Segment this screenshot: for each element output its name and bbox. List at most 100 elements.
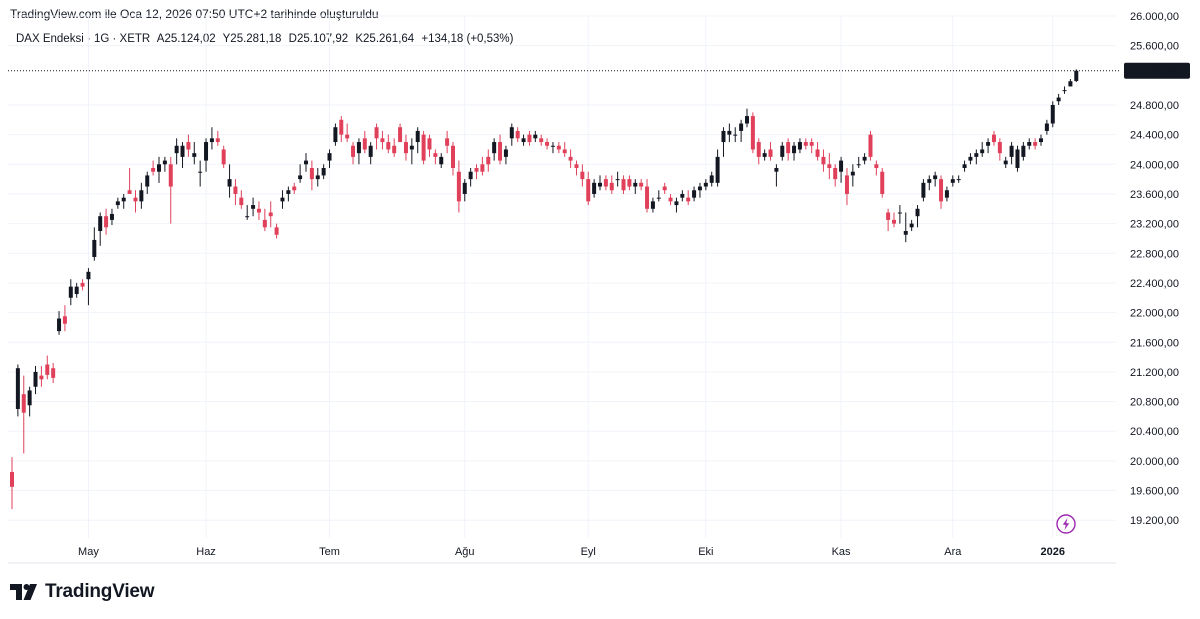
candle (280, 190, 285, 209)
candle-body (844, 175, 849, 194)
candle-body (980, 149, 985, 154)
candle-body (127, 190, 132, 194)
candle-body (321, 168, 326, 176)
candle (439, 153, 444, 169)
candle (939, 175, 944, 209)
candle (509, 123, 514, 146)
candle-body (521, 138, 526, 143)
candle-body (598, 182, 602, 187)
legend-high-label: Y (222, 33, 231, 45)
candle (1027, 138, 1032, 150)
y-tick-label: 20.000,00 (1130, 456, 1179, 468)
candle-body (1056, 97, 1061, 102)
price-chart[interactable]: 25.261,64 26.000,00 25.600,00 24.800,00 24.… (0, 0, 1200, 575)
candle-body (174, 145, 179, 154)
y-tick-label: 20.800,00 (1130, 397, 1179, 409)
candle-body (274, 227, 279, 235)
candle (462, 179, 467, 202)
candle-body (309, 168, 314, 180)
candle-body (503, 149, 508, 157)
candle-body (327, 153, 332, 161)
x-tick-label: Ağu (455, 546, 475, 558)
legend-high-value: 25.281,18 (230, 33, 282, 45)
candle (997, 138, 1002, 161)
candle (427, 134, 432, 157)
symbol-legend: DAX Endeksi · 1G · XETR A25.124,02 Y25.2… (16, 33, 517, 45)
candle-body (345, 134, 350, 139)
candle (145, 171, 150, 194)
candles (10, 69, 1079, 510)
candle (892, 212, 896, 228)
candle-body (409, 145, 414, 150)
candle (792, 142, 797, 161)
candle (650, 197, 655, 213)
candle-body (609, 182, 614, 191)
legend-symbol[interactable]: DAX Endeksi · 1G · XETR (16, 33, 151, 45)
candle-body (227, 179, 232, 187)
candle (468, 168, 473, 187)
candle-body (997, 142, 1002, 154)
candle-body (380, 138, 385, 143)
candle-body (603, 179, 608, 187)
grid-lines (8, 15, 1116, 538)
candle (51, 363, 56, 384)
tradingview-logo[interactable]: TradingView (10, 580, 155, 604)
candle-body (421, 134, 426, 161)
candle (715, 149, 720, 187)
lightning-icon[interactable] (1056, 514, 1076, 534)
candle (839, 156, 844, 183)
candle (1009, 142, 1014, 165)
candle-body (556, 145, 561, 150)
candle-body (533, 134, 538, 139)
candle-body (39, 375, 44, 380)
candle-body (968, 156, 973, 161)
candle (503, 145, 508, 165)
candle-body (686, 197, 691, 202)
candle (774, 164, 779, 187)
time-axis[interactable]: May Haz Tem Ağu Eyl Eki Kas Ara 2026 (8, 546, 1116, 564)
candle (21, 375, 26, 454)
candle (556, 142, 561, 154)
candle (157, 156, 161, 183)
candle (1021, 142, 1026, 161)
candle (486, 149, 491, 172)
candle-body (292, 186, 297, 191)
candle (10, 457, 14, 510)
candle (803, 138, 808, 150)
candle (874, 160, 879, 176)
legend-low-label: D (288, 33, 297, 45)
candle (274, 223, 279, 239)
candle-body (574, 164, 579, 169)
candle-body (815, 149, 820, 157)
candle-body (839, 160, 844, 172)
candle (415, 127, 420, 154)
x-tick-label: Eki (698, 546, 713, 558)
candle-body (233, 186, 238, 194)
candle (574, 160, 579, 176)
candle (256, 201, 261, 220)
candle-body (51, 368, 56, 378)
candle-body (403, 142, 408, 154)
candle-body (392, 145, 397, 154)
candle (545, 138, 550, 150)
candle (321, 164, 326, 180)
candle (603, 175, 608, 191)
candle (227, 164, 232, 198)
candle (380, 130, 385, 150)
candle (251, 197, 256, 217)
y-tick-label: 23.200,00 (1130, 219, 1179, 231)
price-axis[interactable]: 26.000,00 25.600,00 24.800,00 24.400,00 24.0… (1130, 11, 1179, 527)
candle (1003, 156, 1008, 169)
candle (745, 108, 749, 128)
candle-body (133, 197, 138, 202)
candle (292, 182, 297, 194)
candle-body (674, 201, 679, 206)
candle-body (568, 156, 573, 161)
candle-body (939, 179, 944, 202)
candle (327, 149, 332, 169)
candle (680, 190, 685, 202)
candle (62, 305, 67, 332)
candle-body (733, 134, 738, 136)
candle-body (286, 190, 291, 194)
candle (109, 208, 114, 226)
